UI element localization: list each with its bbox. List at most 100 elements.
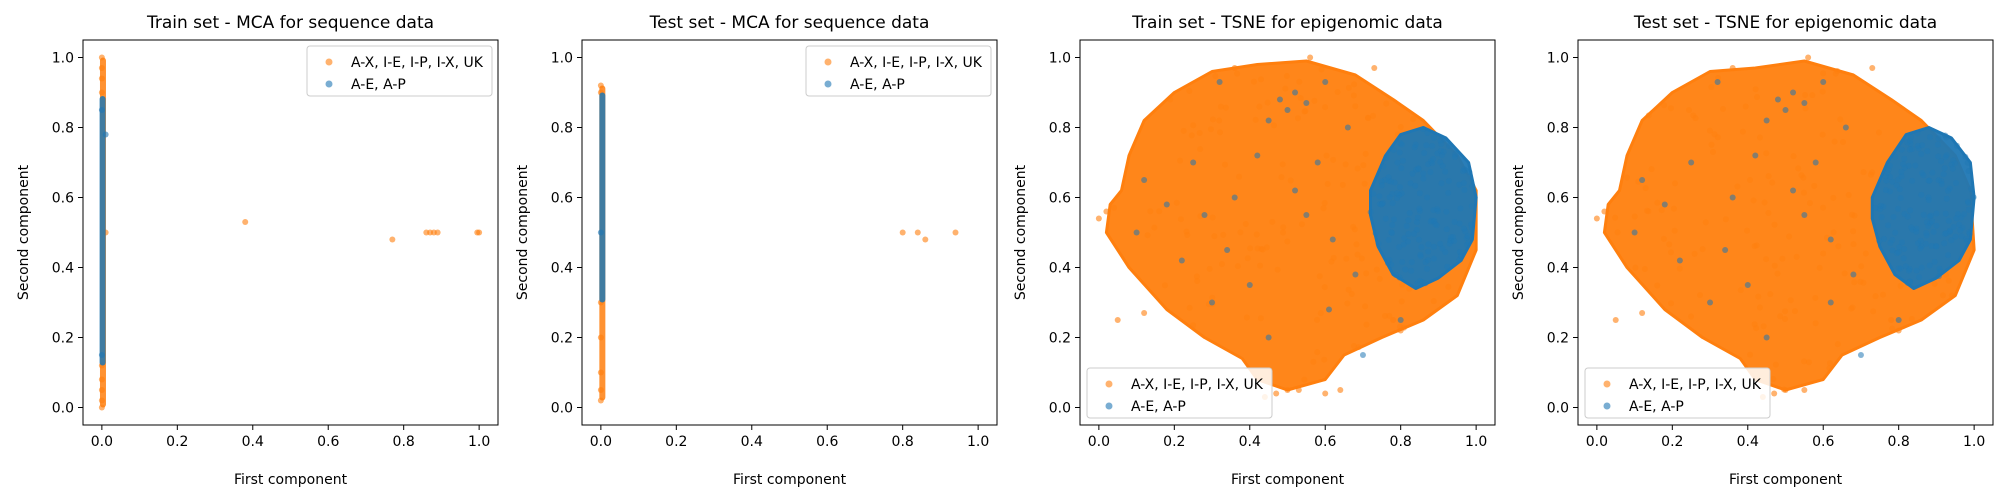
data-point: [1421, 150, 1428, 157]
data-point: [1180, 127, 1187, 134]
subplot-1: 0.0 0.2 0.4 0.6 0.8 1.0 0.0 0.2 0.4 0.6 0.8 1.0 Trai…: [16, 13, 499, 488]
data-point: [1782, 308, 1789, 315]
data-point: [1850, 241, 1857, 248]
data-point: [1771, 262, 1778, 269]
data-point: [1420, 175, 1427, 182]
data-point: [1231, 65, 1238, 71]
legend-marker: [1603, 402, 1611, 410]
data-point: [1439, 245, 1446, 252]
data-point: [1850, 228, 1857, 235]
data-point: [1920, 211, 1927, 218]
data-point: [1190, 159, 1197, 166]
plot-area: [98, 54, 483, 411]
data-point: [1242, 221, 1249, 228]
legend-label: A-X, I-E, I-P, I-X, UK: [1131, 377, 1264, 393]
data-point: [1742, 103, 1749, 110]
data-point: [1388, 261, 1395, 268]
data-point: [1287, 177, 1294, 184]
data-point: [1348, 290, 1355, 297]
data-point: [1432, 221, 1439, 228]
data-point: [1269, 218, 1276, 225]
data-point: [1882, 187, 1889, 194]
legend-box: [805, 45, 992, 97]
data-point: [1667, 249, 1674, 256]
data-point: [1451, 237, 1458, 244]
plot-area: [597, 82, 959, 404]
data-point: [1918, 150, 1925, 157]
series-blue: [1133, 79, 1478, 358]
data-point: [1111, 204, 1118, 211]
legend-marker: [1105, 402, 1113, 410]
data-point: [1373, 266, 1380, 273]
data-point: [1641, 266, 1648, 273]
data-point: [1812, 320, 1819, 327]
data-point: [1875, 129, 1882, 136]
data-point: [1410, 230, 1417, 237]
data-point: [1660, 235, 1667, 242]
data-point: [1666, 241, 1673, 248]
data-point: [1940, 171, 1947, 178]
data-point: [1365, 115, 1372, 122]
data-point: [1250, 78, 1257, 85]
data-point: [1350, 92, 1357, 99]
data-point: [1945, 252, 1952, 259]
data-point: [1907, 207, 1914, 214]
data-point: [1872, 204, 1879, 211]
data-point: [1399, 281, 1406, 288]
data-point: [1279, 161, 1286, 168]
data-point: [1851, 279, 1858, 286]
data-point: [1437, 240, 1444, 247]
data-point: [1103, 208, 1110, 215]
data-point: [1362, 303, 1369, 310]
data-point: [1654, 199, 1661, 206]
data-point: [1631, 213, 1638, 220]
data-point: [1265, 334, 1272, 341]
data-point: [1415, 165, 1422, 172]
data-point: [1917, 237, 1924, 244]
data-point: [1163, 201, 1170, 208]
data-point: [1298, 221, 1305, 228]
data-point: [1645, 112, 1652, 119]
data-point: [1330, 254, 1337, 261]
data-point: [1908, 224, 1915, 231]
data-point: [1791, 308, 1798, 315]
data-point: [597, 369, 604, 376]
data-point: [1676, 257, 1683, 264]
data-point: [1273, 390, 1280, 397]
data-point: [1425, 241, 1432, 248]
data-point: [1614, 229, 1621, 236]
data-point: [1786, 233, 1793, 240]
y-tick-label: 0.0: [52, 401, 74, 417]
data-point: [1144, 232, 1151, 239]
data-point: [1440, 148, 1447, 155]
x-tick-label: 0.0: [91, 434, 113, 450]
data-point: [1943, 152, 1950, 159]
y-tick-label: 0.8: [1547, 121, 1569, 137]
series-blue: [98, 96, 109, 366]
data-point: [1889, 325, 1896, 332]
data-point: [1423, 265, 1430, 272]
data-point: [1747, 351, 1754, 358]
data-point: [1382, 215, 1389, 222]
x-tick-label: 0.4: [1239, 434, 1261, 450]
data-point: [1966, 229, 1973, 236]
data-point: [1397, 317, 1404, 323]
y-tick-label: 0.4: [1547, 261, 1569, 277]
data-point: [1812, 294, 1819, 301]
data-point: [597, 387, 604, 393]
data-point: [1631, 229, 1638, 236]
x-tick-label: 0.6: [1314, 434, 1336, 450]
data-point: [1177, 157, 1184, 164]
x-tick-label: 0.2: [1661, 434, 1683, 450]
data-point: [1905, 267, 1912, 274]
data-point: [1345, 84, 1352, 91]
y-tick-label: 0.6: [551, 191, 573, 207]
data-point: [1885, 222, 1892, 229]
data-point: [1178, 257, 1185, 264]
data-point: [1889, 247, 1896, 254]
data-point: [1156, 208, 1163, 215]
legend-label: A-E, A-P: [351, 77, 406, 93]
series-blue: [597, 92, 606, 303]
data-point: [1964, 159, 1971, 166]
data-point: [1420, 126, 1427, 133]
